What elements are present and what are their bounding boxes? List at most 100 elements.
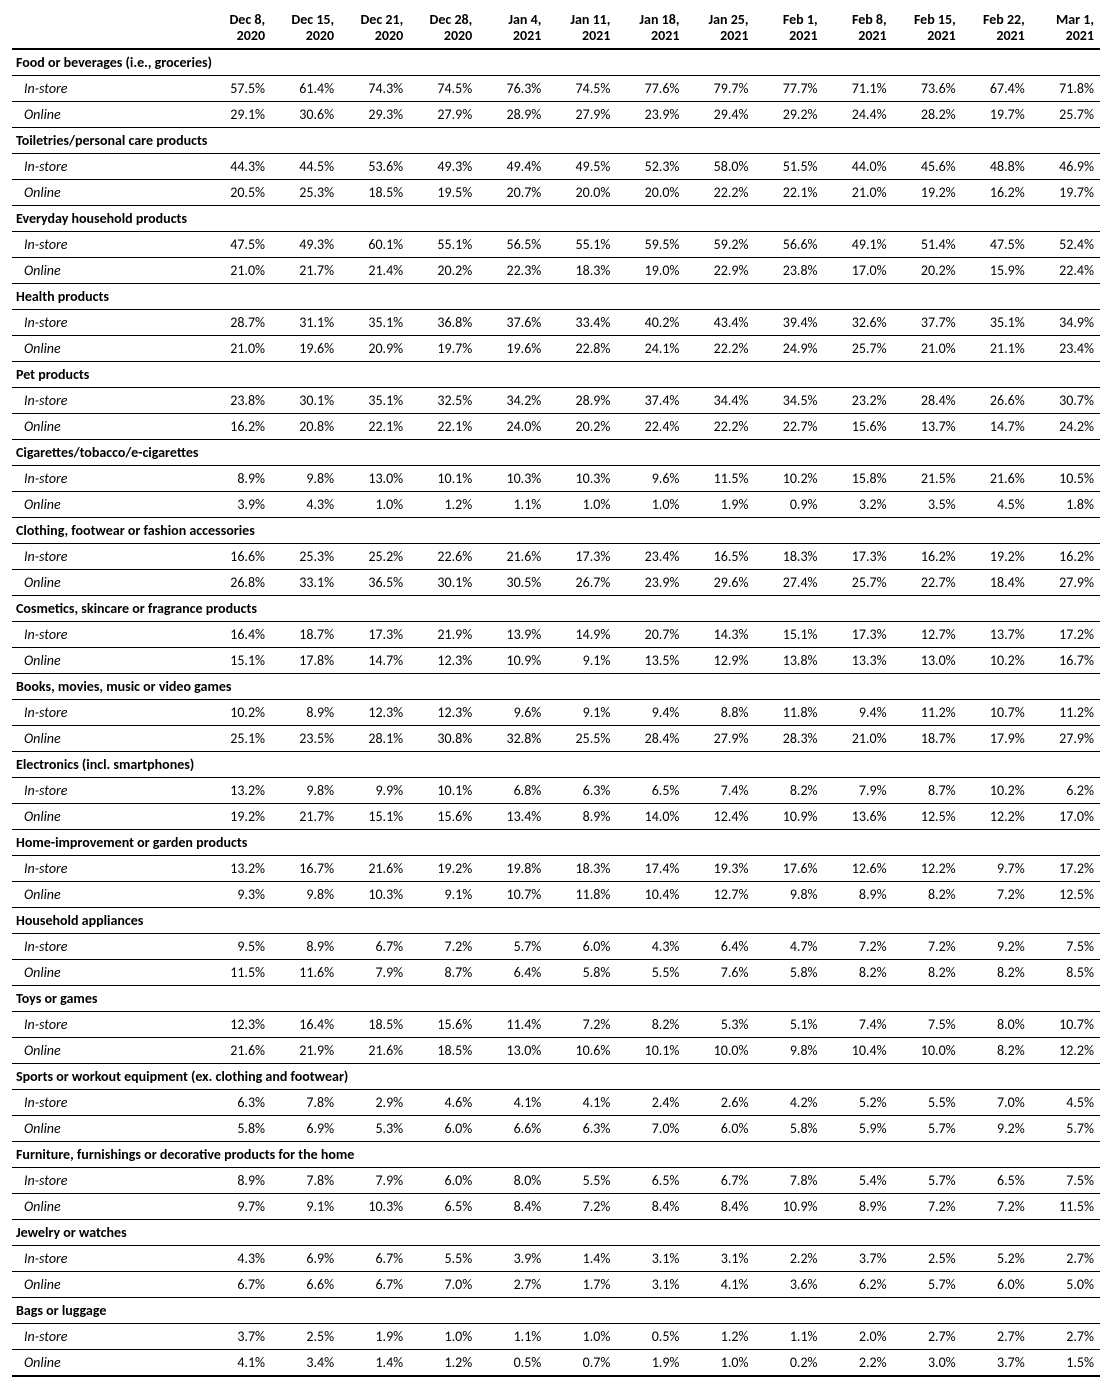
data-cell: 39.4%	[755, 310, 824, 336]
data-cell: 18.5%	[340, 1012, 409, 1038]
table-row: Online26.8%33.1%36.5%30.1%30.5%26.7%23.9…	[12, 570, 1100, 596]
table-row: Online16.2%20.8%22.1%22.1%24.0%20.2%22.4…	[12, 414, 1100, 440]
data-cell: 15.8%	[824, 466, 893, 492]
data-cell: 51.4%	[893, 232, 962, 258]
data-cell: 21.0%	[202, 258, 271, 284]
row-label: In-store	[12, 388, 202, 414]
data-cell: 1.0%	[685, 1350, 754, 1377]
data-cell: 6.8%	[478, 778, 547, 804]
data-table: Dec 8, 2020Dec 15, 2020Dec 21, 2020Dec 2…	[12, 8, 1100, 1377]
row-label: Online	[12, 180, 202, 206]
data-cell: 7.4%	[685, 778, 754, 804]
data-cell: 4.1%	[202, 1350, 271, 1377]
data-cell: 30.7%	[1031, 388, 1100, 414]
data-cell: 9.7%	[202, 1194, 271, 1220]
table-row: In-store16.6%25.3%25.2%22.6%21.6%17.3%23…	[12, 544, 1100, 570]
data-cell: 20.7%	[478, 180, 547, 206]
data-cell: 1.4%	[340, 1350, 409, 1377]
data-cell: 6.7%	[340, 934, 409, 960]
data-cell: 73.6%	[893, 76, 962, 102]
data-cell: 22.3%	[478, 258, 547, 284]
data-cell: 58.0%	[685, 154, 754, 180]
data-cell: 32.8%	[478, 726, 547, 752]
data-cell: 0.5%	[478, 1350, 547, 1377]
data-cell: 12.6%	[824, 856, 893, 882]
column-header: Mar 1, 2021	[1031, 8, 1100, 49]
section-header-row: Toys or games	[12, 986, 1100, 1012]
data-cell: 71.8%	[1031, 76, 1100, 102]
data-cell: 7.9%	[340, 1168, 409, 1194]
data-cell: 9.3%	[202, 882, 271, 908]
data-cell: 30.8%	[409, 726, 478, 752]
data-cell: 55.1%	[547, 232, 616, 258]
data-cell: 8.9%	[202, 466, 271, 492]
data-cell: 5.7%	[478, 934, 547, 960]
data-cell: 25.1%	[202, 726, 271, 752]
section-title: Clothing, footwear or fashion accessorie…	[12, 518, 1100, 544]
data-cell: 7.0%	[616, 1116, 685, 1142]
data-cell: 11.5%	[685, 466, 754, 492]
data-cell: 21.0%	[202, 336, 271, 362]
data-cell: 37.6%	[478, 310, 547, 336]
table-row: In-store6.3%7.8%2.9%4.6%4.1%4.1%2.4%2.6%…	[12, 1090, 1100, 1116]
data-cell: 8.2%	[755, 778, 824, 804]
data-cell: 36.5%	[340, 570, 409, 596]
data-cell: 3.7%	[962, 1350, 1031, 1377]
data-cell: 23.9%	[616, 570, 685, 596]
data-cell: 6.7%	[685, 1168, 754, 1194]
data-cell: 29.1%	[202, 102, 271, 128]
data-cell: 25.2%	[340, 544, 409, 570]
data-cell: 21.6%	[478, 544, 547, 570]
data-cell: 7.8%	[755, 1168, 824, 1194]
data-cell: 14.3%	[685, 622, 754, 648]
section-title: Toiletries/personal care products	[12, 128, 1100, 154]
data-cell: 5.9%	[824, 1116, 893, 1142]
data-cell: 9.1%	[547, 700, 616, 726]
row-label: Online	[12, 882, 202, 908]
data-cell: 1.8%	[1031, 492, 1100, 518]
row-label: In-store	[12, 934, 202, 960]
data-cell: 15.1%	[340, 804, 409, 830]
data-cell: 37.4%	[616, 388, 685, 414]
data-cell: 14.7%	[340, 648, 409, 674]
data-cell: 11.8%	[755, 700, 824, 726]
table-row: In-store13.2%9.8%9.9%10.1%6.8%6.3%6.5%7.…	[12, 778, 1100, 804]
table-row: Online19.2%21.7%15.1%15.6%13.4%8.9%14.0%…	[12, 804, 1100, 830]
data-cell: 19.6%	[271, 336, 340, 362]
data-cell: 29.6%	[685, 570, 754, 596]
row-label: Online	[12, 570, 202, 596]
data-cell: 26.8%	[202, 570, 271, 596]
data-cell: 5.2%	[962, 1246, 1031, 1272]
data-cell: 35.1%	[340, 388, 409, 414]
data-cell: 5.8%	[755, 960, 824, 986]
data-cell: 30.6%	[271, 102, 340, 128]
data-cell: 1.1%	[478, 1324, 547, 1350]
data-cell: 25.7%	[824, 336, 893, 362]
data-cell: 2.7%	[1031, 1324, 1100, 1350]
data-cell: 26.6%	[962, 388, 1031, 414]
data-cell: 17.2%	[1031, 856, 1100, 882]
row-label: Online	[12, 414, 202, 440]
section-header-row: Books, movies, music or video games	[12, 674, 1100, 700]
data-cell: 14.0%	[616, 804, 685, 830]
data-cell: 20.7%	[616, 622, 685, 648]
data-cell: 46.9%	[1031, 154, 1100, 180]
data-cell: 9.2%	[962, 1116, 1031, 1142]
data-cell: 8.2%	[962, 960, 1031, 986]
table-row: Online9.3%9.8%10.3%9.1%10.7%11.8%10.4%12…	[12, 882, 1100, 908]
data-cell: 2.5%	[893, 1246, 962, 1272]
data-cell: 10.4%	[616, 882, 685, 908]
row-label: Online	[12, 804, 202, 830]
row-label: Online	[12, 1194, 202, 1220]
column-header: Dec 28, 2020	[409, 8, 478, 49]
data-cell: 3.9%	[478, 1246, 547, 1272]
data-cell: 21.6%	[340, 1038, 409, 1064]
table-row: In-store28.7%31.1%35.1%36.8%37.6%33.4%40…	[12, 310, 1100, 336]
table-row: In-store8.9%9.8%13.0%10.1%10.3%10.3%9.6%…	[12, 466, 1100, 492]
data-cell: 4.2%	[755, 1090, 824, 1116]
data-cell: 9.8%	[271, 882, 340, 908]
data-cell: 10.2%	[962, 778, 1031, 804]
data-cell: 13.5%	[616, 648, 685, 674]
table-row: In-store23.8%30.1%35.1%32.5%34.2%28.9%37…	[12, 388, 1100, 414]
data-cell: 16.7%	[1031, 648, 1100, 674]
